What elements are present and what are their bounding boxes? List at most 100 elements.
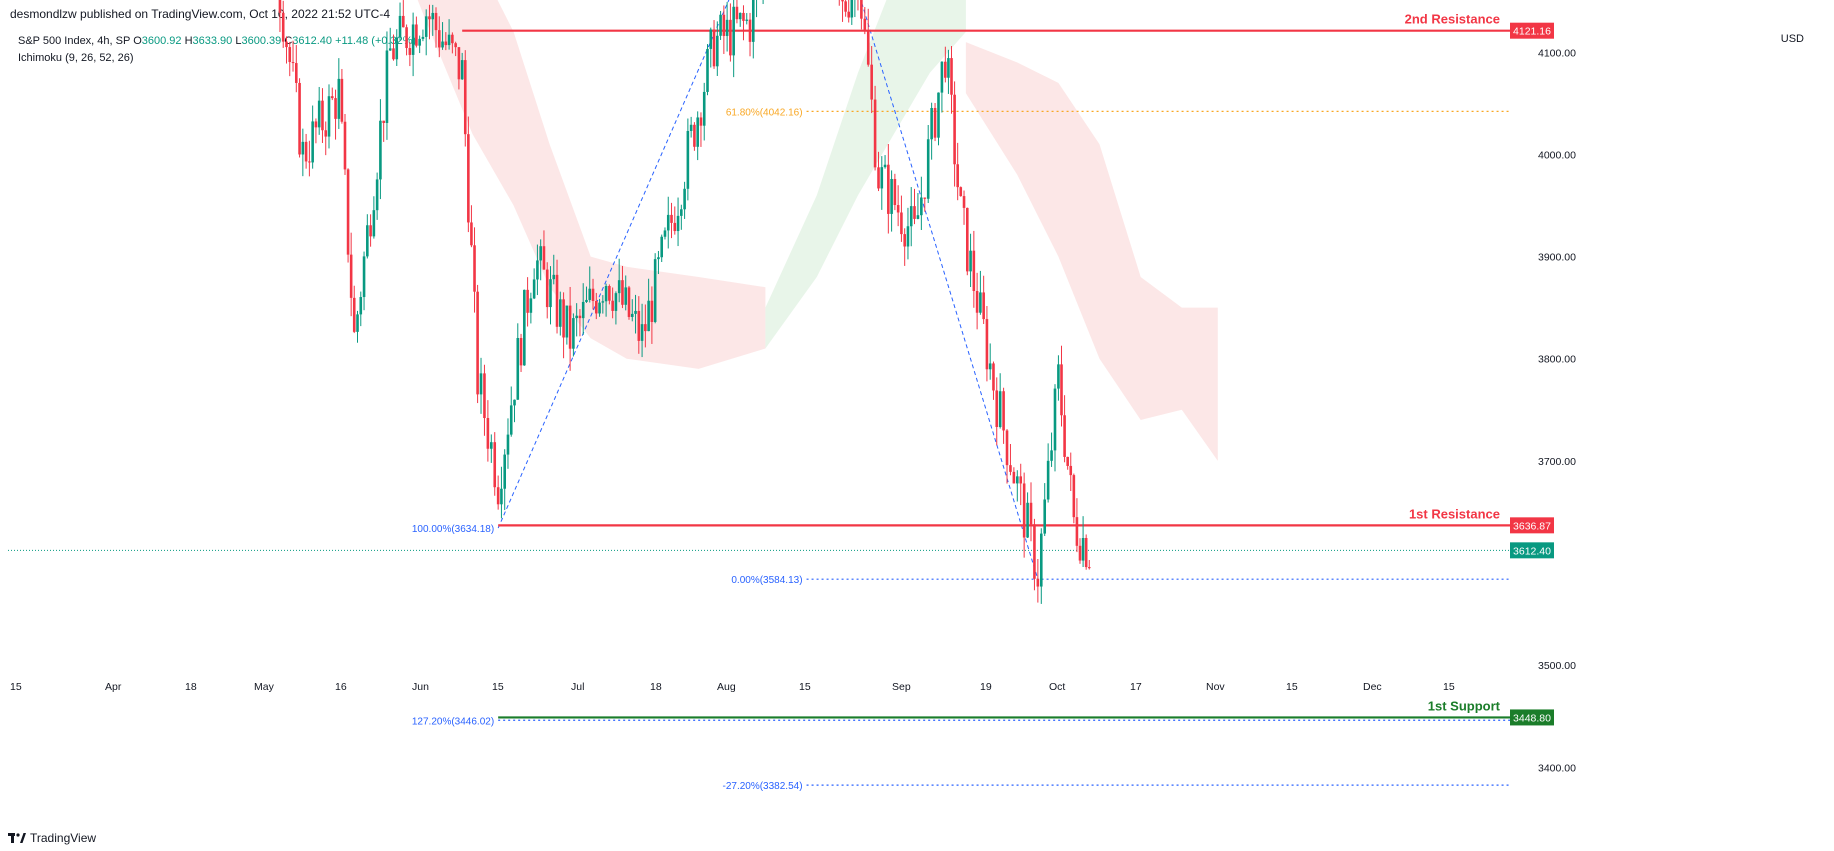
candle xyxy=(1002,387,1005,444)
candle xyxy=(900,195,903,242)
candle xyxy=(506,418,510,469)
candle xyxy=(906,207,910,260)
candle-body xyxy=(896,205,900,213)
candle xyxy=(493,432,497,496)
candle-body xyxy=(732,6,735,56)
candle xyxy=(317,86,321,135)
candle-body xyxy=(585,299,588,302)
candle-body xyxy=(608,285,611,301)
candle-body xyxy=(434,12,438,31)
candle-body xyxy=(1019,476,1023,484)
candle xyxy=(516,323,520,400)
candle xyxy=(1069,452,1073,492)
candle xyxy=(702,82,706,141)
candle-body xyxy=(953,94,956,165)
candle xyxy=(975,272,979,330)
candle xyxy=(476,284,479,404)
candle-body xyxy=(375,179,379,211)
candle xyxy=(995,377,999,446)
candle-body xyxy=(844,1,847,12)
candle-body xyxy=(379,120,382,180)
candle-body xyxy=(385,50,389,123)
candle xyxy=(706,44,709,96)
candle-body xyxy=(581,301,585,319)
candle xyxy=(304,133,308,169)
candle-body xyxy=(640,324,644,341)
candle xyxy=(431,4,435,36)
candle xyxy=(738,12,742,27)
candle xyxy=(985,306,989,382)
candle xyxy=(359,291,363,327)
candle-body xyxy=(327,96,331,137)
candle xyxy=(340,68,344,124)
candle-body xyxy=(334,98,337,119)
candle-body xyxy=(352,297,356,332)
candle-body xyxy=(873,99,877,168)
candle-body xyxy=(278,0,282,13)
candle-body xyxy=(699,117,703,126)
indicator-label[interactable]: Ichimoku (9, 26, 52, 26) xyxy=(18,52,134,64)
candle-body xyxy=(680,209,683,216)
symbol-name[interactable]: S&P 500 Index, 4h, SP xyxy=(18,35,131,47)
time-tick-label: Jul xyxy=(571,681,584,693)
open-label: O xyxy=(133,35,142,47)
candle xyxy=(585,286,588,303)
candle xyxy=(660,234,664,263)
candle-body xyxy=(880,167,884,189)
candle xyxy=(500,466,503,519)
candle-body xyxy=(366,225,369,257)
candle xyxy=(732,0,735,78)
candle-body xyxy=(1036,578,1040,587)
candle-body xyxy=(663,230,667,237)
candle-body xyxy=(742,12,745,21)
fib-level-label: 127.20%(3446.02) xyxy=(412,716,494,727)
candle-body xyxy=(850,0,854,18)
candle-body xyxy=(513,399,516,406)
level-name-label: 2nd Resistance xyxy=(1405,12,1500,27)
candle-body xyxy=(362,256,366,298)
candle-body xyxy=(670,214,673,223)
candle xyxy=(1009,443,1012,476)
candle-body xyxy=(719,14,722,36)
candle-body xyxy=(706,48,709,92)
candle xyxy=(346,168,350,263)
candle-body xyxy=(722,14,726,36)
candle-body xyxy=(288,47,292,63)
close-value: 3612.40 xyxy=(292,35,333,47)
candle xyxy=(729,3,732,62)
candle-body xyxy=(526,289,529,313)
candle-body xyxy=(979,292,982,313)
candle xyxy=(424,9,428,56)
time-tick-label: 19 xyxy=(980,681,992,693)
candle-body xyxy=(441,41,444,48)
last-price-badge xyxy=(1510,542,1554,559)
candle-body xyxy=(308,161,311,163)
candle-body xyxy=(909,206,913,227)
candle-body xyxy=(285,41,288,48)
candle xyxy=(634,294,637,334)
candle xyxy=(555,259,559,334)
candle-body xyxy=(940,61,944,93)
candle xyxy=(742,5,745,41)
candle xyxy=(950,46,953,114)
candle-body xyxy=(545,269,549,308)
candle-body xyxy=(709,29,713,49)
candle-body xyxy=(877,167,880,189)
last-price-label: 3612.40 xyxy=(1513,545,1551,557)
candle-body xyxy=(506,434,510,455)
candle-body xyxy=(1039,533,1043,587)
candle-body xyxy=(959,187,963,197)
candle xyxy=(624,275,628,311)
candle xyxy=(903,228,906,266)
candle-body xyxy=(988,363,992,370)
time-tick-label: 18 xyxy=(650,681,662,693)
time-tick-label: Nov xyxy=(1206,681,1225,693)
footer-brand[interactable]: TradingView xyxy=(8,831,96,845)
candle xyxy=(982,275,985,324)
candle-body xyxy=(392,48,395,60)
candle xyxy=(614,291,618,325)
candle-body xyxy=(634,310,637,314)
candle-body xyxy=(729,19,732,56)
candle xyxy=(1066,456,1069,470)
